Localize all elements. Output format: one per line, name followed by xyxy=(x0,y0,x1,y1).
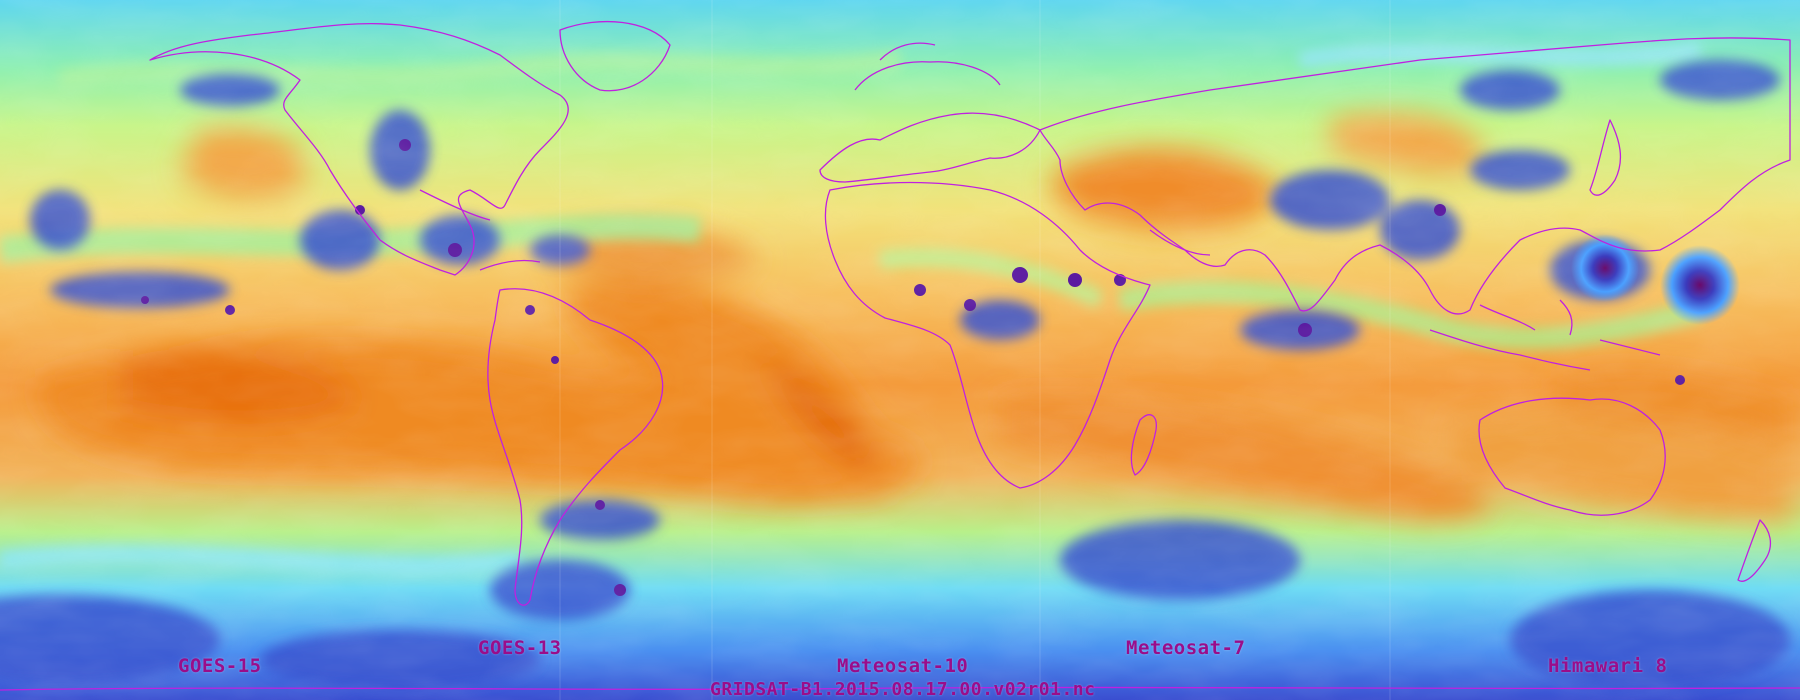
coastline-madagascar xyxy=(1130,414,1157,476)
satellite-label-goes-13: GOES-13 xyxy=(478,637,562,659)
coastline-greenland xyxy=(559,21,671,92)
satellite-label-goes-15: GOES-15 xyxy=(178,655,262,677)
satellite-label-meteosat-10: Meteosat-10 xyxy=(837,655,969,677)
coastline-indonesia xyxy=(1429,329,1591,371)
coastlines xyxy=(0,21,1800,691)
coastline-japan xyxy=(1589,119,1622,196)
coastline-australia xyxy=(1478,397,1666,516)
coastline-south-america xyxy=(487,288,664,606)
satellite-label-meteosat-7: Meteosat-7 xyxy=(1126,637,1246,659)
coastline-new-zealand xyxy=(1737,519,1772,582)
sector-seams xyxy=(559,0,1391,700)
coastline-africa xyxy=(824,181,1151,489)
coastline-europe xyxy=(819,112,1041,183)
satellite-label-himawari-8: Himawari 8 xyxy=(1548,655,1668,677)
file-name-label: GRIDSAT-B1.2015.08.17.00.v02r01.nc xyxy=(710,679,1096,700)
coastline-north-america xyxy=(149,23,569,276)
